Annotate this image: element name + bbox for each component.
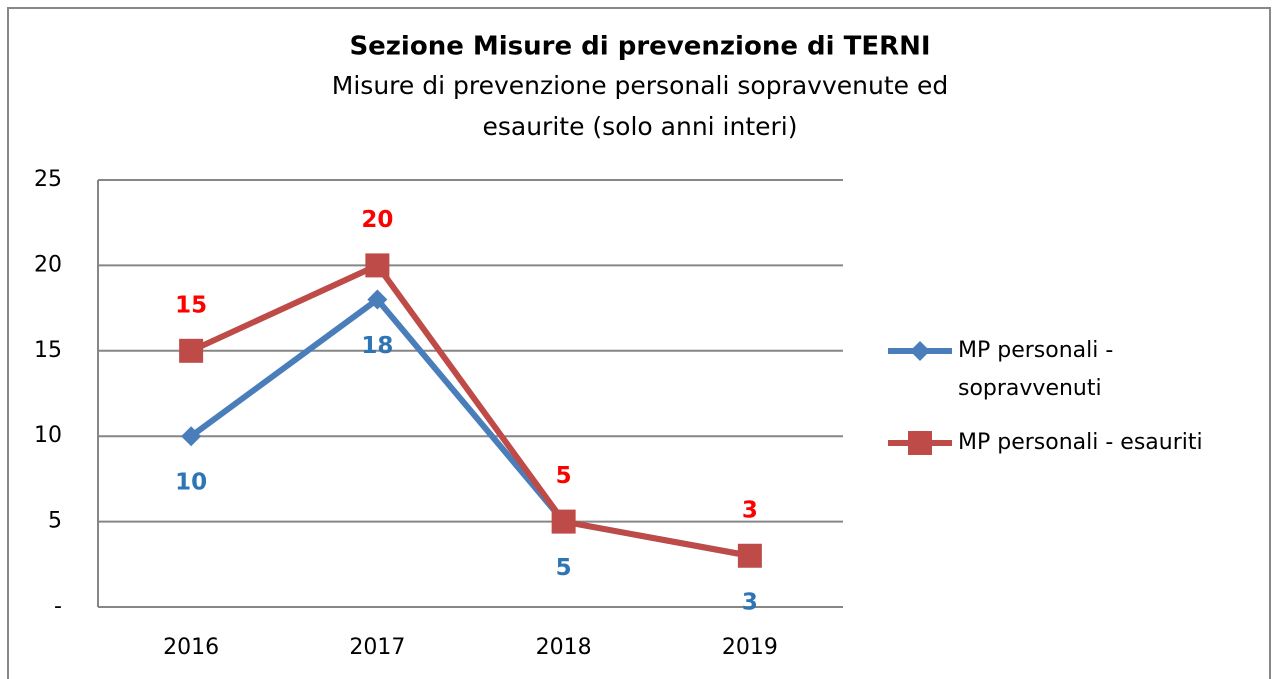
data-label: 20 bbox=[361, 207, 393, 233]
legend-marker bbox=[908, 431, 932, 455]
y-tick-label: 25 bbox=[34, 167, 62, 192]
data-label: 5 bbox=[556, 463, 572, 489]
y-tick-label: 15 bbox=[34, 338, 62, 363]
series-line bbox=[189, 262, 751, 559]
y-tick-label: 5 bbox=[48, 509, 62, 534]
data-label: 5 bbox=[556, 555, 572, 581]
x-tick-label: 2019 bbox=[722, 635, 778, 660]
data-label: 10 bbox=[175, 470, 207, 496]
chart-border bbox=[7, 7, 1271, 679]
chart-title: Sezione Misure di prevenzione di TERNI bbox=[349, 32, 930, 62]
chart-subtitle: esaurite (solo anni interi) bbox=[482, 112, 797, 141]
data-point bbox=[367, 289, 388, 310]
data-label: 3 bbox=[742, 589, 758, 615]
data-point bbox=[551, 509, 576, 534]
x-tick-label: 2017 bbox=[349, 635, 405, 660]
data-point bbox=[179, 338, 204, 363]
data-point bbox=[181, 426, 202, 447]
y-tick-label: 20 bbox=[34, 252, 62, 277]
data-label: 3 bbox=[742, 497, 758, 523]
legend-marker bbox=[910, 341, 930, 361]
data-point bbox=[365, 253, 390, 278]
y-tick-label: - bbox=[54, 594, 62, 619]
x-tick-label: 2016 bbox=[163, 635, 219, 660]
data-point bbox=[737, 543, 762, 568]
x-tick-label: 2018 bbox=[536, 635, 592, 660]
chart-subtitle: Misure di prevenzione personali sopravve… bbox=[332, 71, 948, 100]
legend-label: MP personali - esauriti bbox=[958, 430, 1203, 455]
data-label: 18 bbox=[361, 333, 393, 359]
legend-label: MP personali - sopravvenuti bbox=[958, 338, 1114, 401]
y-tick-label: 10 bbox=[34, 423, 62, 448]
data-label: 15 bbox=[175, 292, 207, 318]
